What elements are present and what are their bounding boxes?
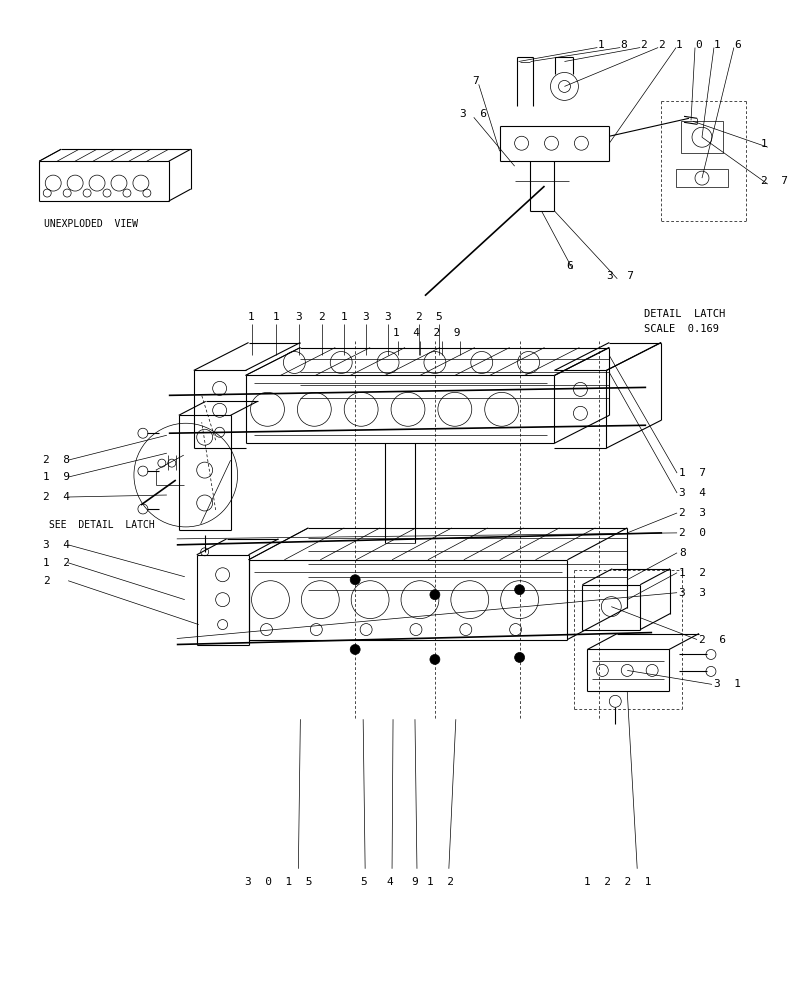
Text: 3  6: 3 6 [459, 109, 487, 119]
Text: 1: 1 [760, 139, 766, 149]
Text: 1  7: 1 7 [678, 468, 706, 478]
Text: 1  2: 1 2 [43, 558, 71, 568]
Text: 2  7: 2 7 [760, 176, 787, 186]
Text: 3  7: 3 7 [607, 271, 633, 281]
Text: 1: 1 [676, 40, 682, 50]
Text: 2: 2 [318, 312, 324, 322]
Bar [680, 121, 722, 153]
Text: 8: 8 [678, 548, 685, 558]
Text: 1  2  2  1: 1 2 2 1 [583, 877, 650, 887]
Text: 2  4: 2 4 [43, 492, 71, 502]
Text: 3  4: 3 4 [43, 540, 71, 550]
Text: 5: 5 [359, 877, 366, 887]
Circle shape [350, 575, 360, 585]
Text: 2  8: 2 8 [43, 455, 71, 465]
Text: 3  3: 3 3 [678, 588, 706, 598]
Text: 1  9: 1 9 [43, 472, 71, 482]
Text: 3: 3 [295, 312, 302, 322]
Circle shape [429, 654, 440, 664]
Text: SEE  DETAIL  LATCH: SEE DETAIL LATCH [49, 520, 155, 530]
Text: 1: 1 [597, 40, 603, 50]
Text: 2: 2 [639, 40, 646, 50]
Text: 1  2: 1 2 [678, 568, 706, 578]
Text: 0: 0 [694, 40, 701, 50]
Text: 1  4  2  9: 1 4 2 9 [393, 328, 460, 338]
Text: 3: 3 [384, 312, 390, 322]
Text: 6: 6 [733, 40, 740, 50]
Text: 9: 9 [411, 877, 418, 887]
Text: 5: 5 [435, 312, 441, 322]
Text: 3  1: 3 1 [713, 679, 740, 689]
Text: 2: 2 [658, 40, 664, 50]
Text: 3  0  1  5: 3 0 1 5 [244, 877, 311, 887]
Text: 2  6: 2 6 [698, 635, 725, 645]
Text: 4: 4 [386, 877, 393, 887]
Text: 2  0: 2 0 [678, 528, 706, 538]
Text: 1  2: 1 2 [427, 877, 454, 887]
Text: 7: 7 [471, 76, 478, 86]
Circle shape [350, 645, 360, 654]
Text: UNEXPLODED  VIEW: UNEXPLODED VIEW [44, 219, 138, 229]
Circle shape [429, 590, 440, 600]
Text: 2: 2 [43, 576, 50, 586]
Text: 1: 1 [713, 40, 720, 50]
Circle shape [514, 585, 524, 595]
Text: 2: 2 [414, 312, 421, 322]
Bar [676, 169, 727, 187]
Text: 8: 8 [620, 40, 626, 50]
Text: SCALE  0.169: SCALE 0.169 [643, 324, 719, 334]
Text: 3: 3 [362, 312, 368, 322]
Text: 1: 1 [340, 312, 346, 322]
Text: 2  3: 2 3 [678, 508, 706, 518]
Text: 3  4: 3 4 [678, 488, 706, 498]
Text: 1: 1 [272, 312, 279, 322]
Text: 1: 1 [247, 312, 254, 322]
Circle shape [514, 652, 524, 662]
Text: DETAIL  LATCH: DETAIL LATCH [643, 309, 724, 319]
Text: 6: 6 [566, 261, 573, 271]
